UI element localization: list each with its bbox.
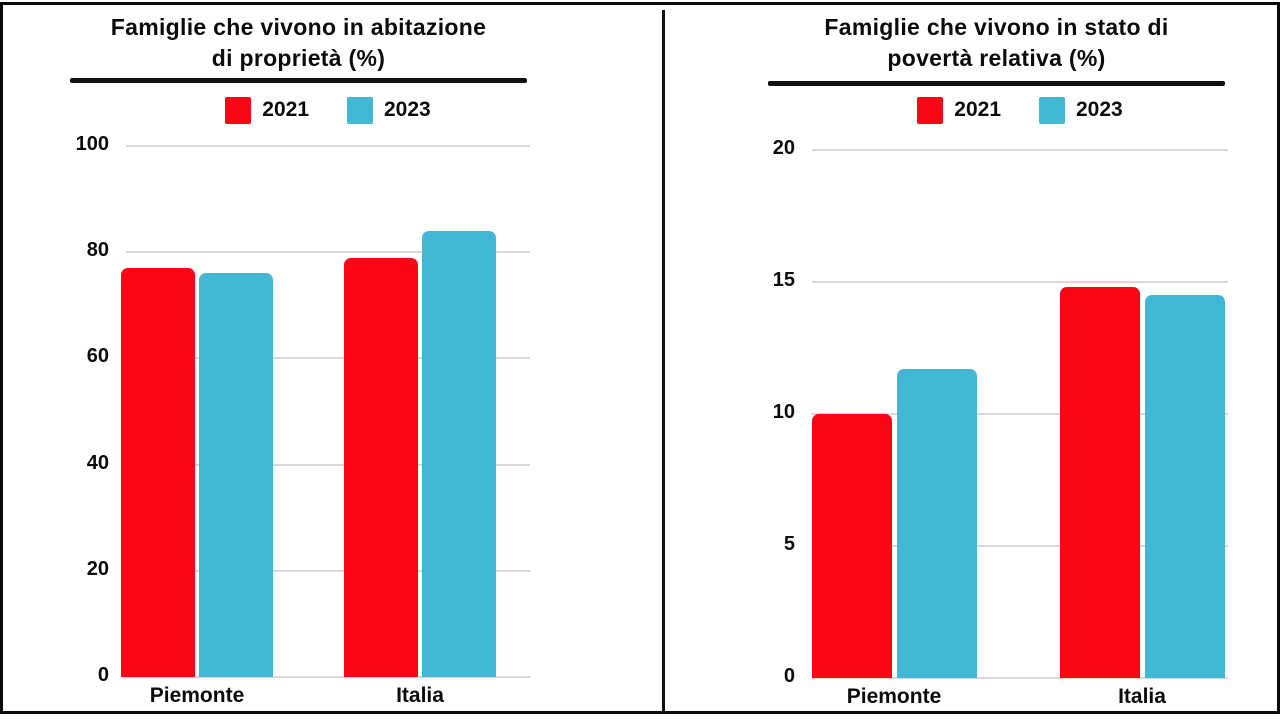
gridline-5 (812, 545, 1228, 547)
panel-divider (662, 10, 665, 711)
gridline-60 (126, 357, 530, 360)
legend-label-2021: 2021 (954, 98, 1001, 121)
gridline-40 (126, 463, 530, 466)
legend: 2021 2023 (812, 96, 1228, 124)
bar-2023-piemonte (897, 369, 977, 678)
y-tick-label-20: 20 (772, 137, 795, 159)
y-tick-label-0: 0 (783, 665, 795, 687)
bar-2021-italia (344, 258, 418, 677)
y-tick-label-0: 0 (97, 664, 109, 686)
legend-swatch-2023 (1039, 96, 1065, 124)
gridline-20 (126, 569, 530, 572)
chart-title-ownership: Famiglie che vivono in abitazione di pro… (70, 12, 527, 74)
x-category-label-italia: Italia (396, 684, 444, 707)
gridline-80 (126, 251, 530, 254)
gridline-100 (126, 145, 530, 147)
bar-2023-italia (1145, 295, 1225, 678)
gridline-0 (126, 676, 530, 678)
legend-swatch-2023 (347, 96, 373, 124)
legend-label-2023: 2023 (1076, 98, 1123, 121)
y-tick-label-15: 15 (772, 269, 795, 291)
chart-title-poverty: Famiglie che vivono in stato di povertà … (768, 12, 1225, 74)
gridline-0 (812, 677, 1228, 679)
legend-swatch-2021 (225, 96, 252, 124)
x-category-label-piemonte: Piemonte (149, 684, 245, 707)
legend-swatch-2021 (917, 96, 944, 124)
legend-label-2021: 2021 (262, 98, 309, 121)
title-underline (768, 81, 1225, 86)
chart-title-line2: di proprietà (%) (211, 45, 386, 71)
y-tick-label-20: 20 (86, 557, 109, 580)
bar-2021-italia (1060, 287, 1140, 678)
chart-title-line1: Famiglie che vivono in abitazione (110, 14, 487, 40)
x-category-label-italia: Italia (1118, 685, 1166, 708)
bar-2023-italia (422, 231, 496, 677)
title-underline (70, 78, 527, 83)
legend-label-2023: 2023 (384, 98, 431, 121)
gridline-15 (812, 281, 1228, 283)
bar-2021-piemonte (121, 268, 195, 677)
bar-2021-piemonte (812, 414, 892, 678)
y-tick-label-40: 40 (86, 451, 109, 474)
x-category-label-piemonte: Piemonte (846, 685, 942, 708)
y-tick-label-10: 10 (772, 401, 795, 423)
gridline-20 (812, 149, 1228, 151)
legend: 2021 2023 (126, 96, 530, 124)
y-tick-label-60: 60 (86, 345, 109, 368)
gridline-10 (812, 413, 1228, 415)
y-tick-label-100: 100 (75, 133, 109, 155)
y-tick-label-80: 80 (86, 239, 109, 262)
bar-2023-piemonte (199, 273, 273, 677)
chart-title-line1: Famiglie che vivono in stato di (824, 14, 1169, 40)
chart-title-line2: povertà relativa (%) (887, 45, 1106, 71)
y-tick-label-5: 5 (783, 533, 795, 555)
